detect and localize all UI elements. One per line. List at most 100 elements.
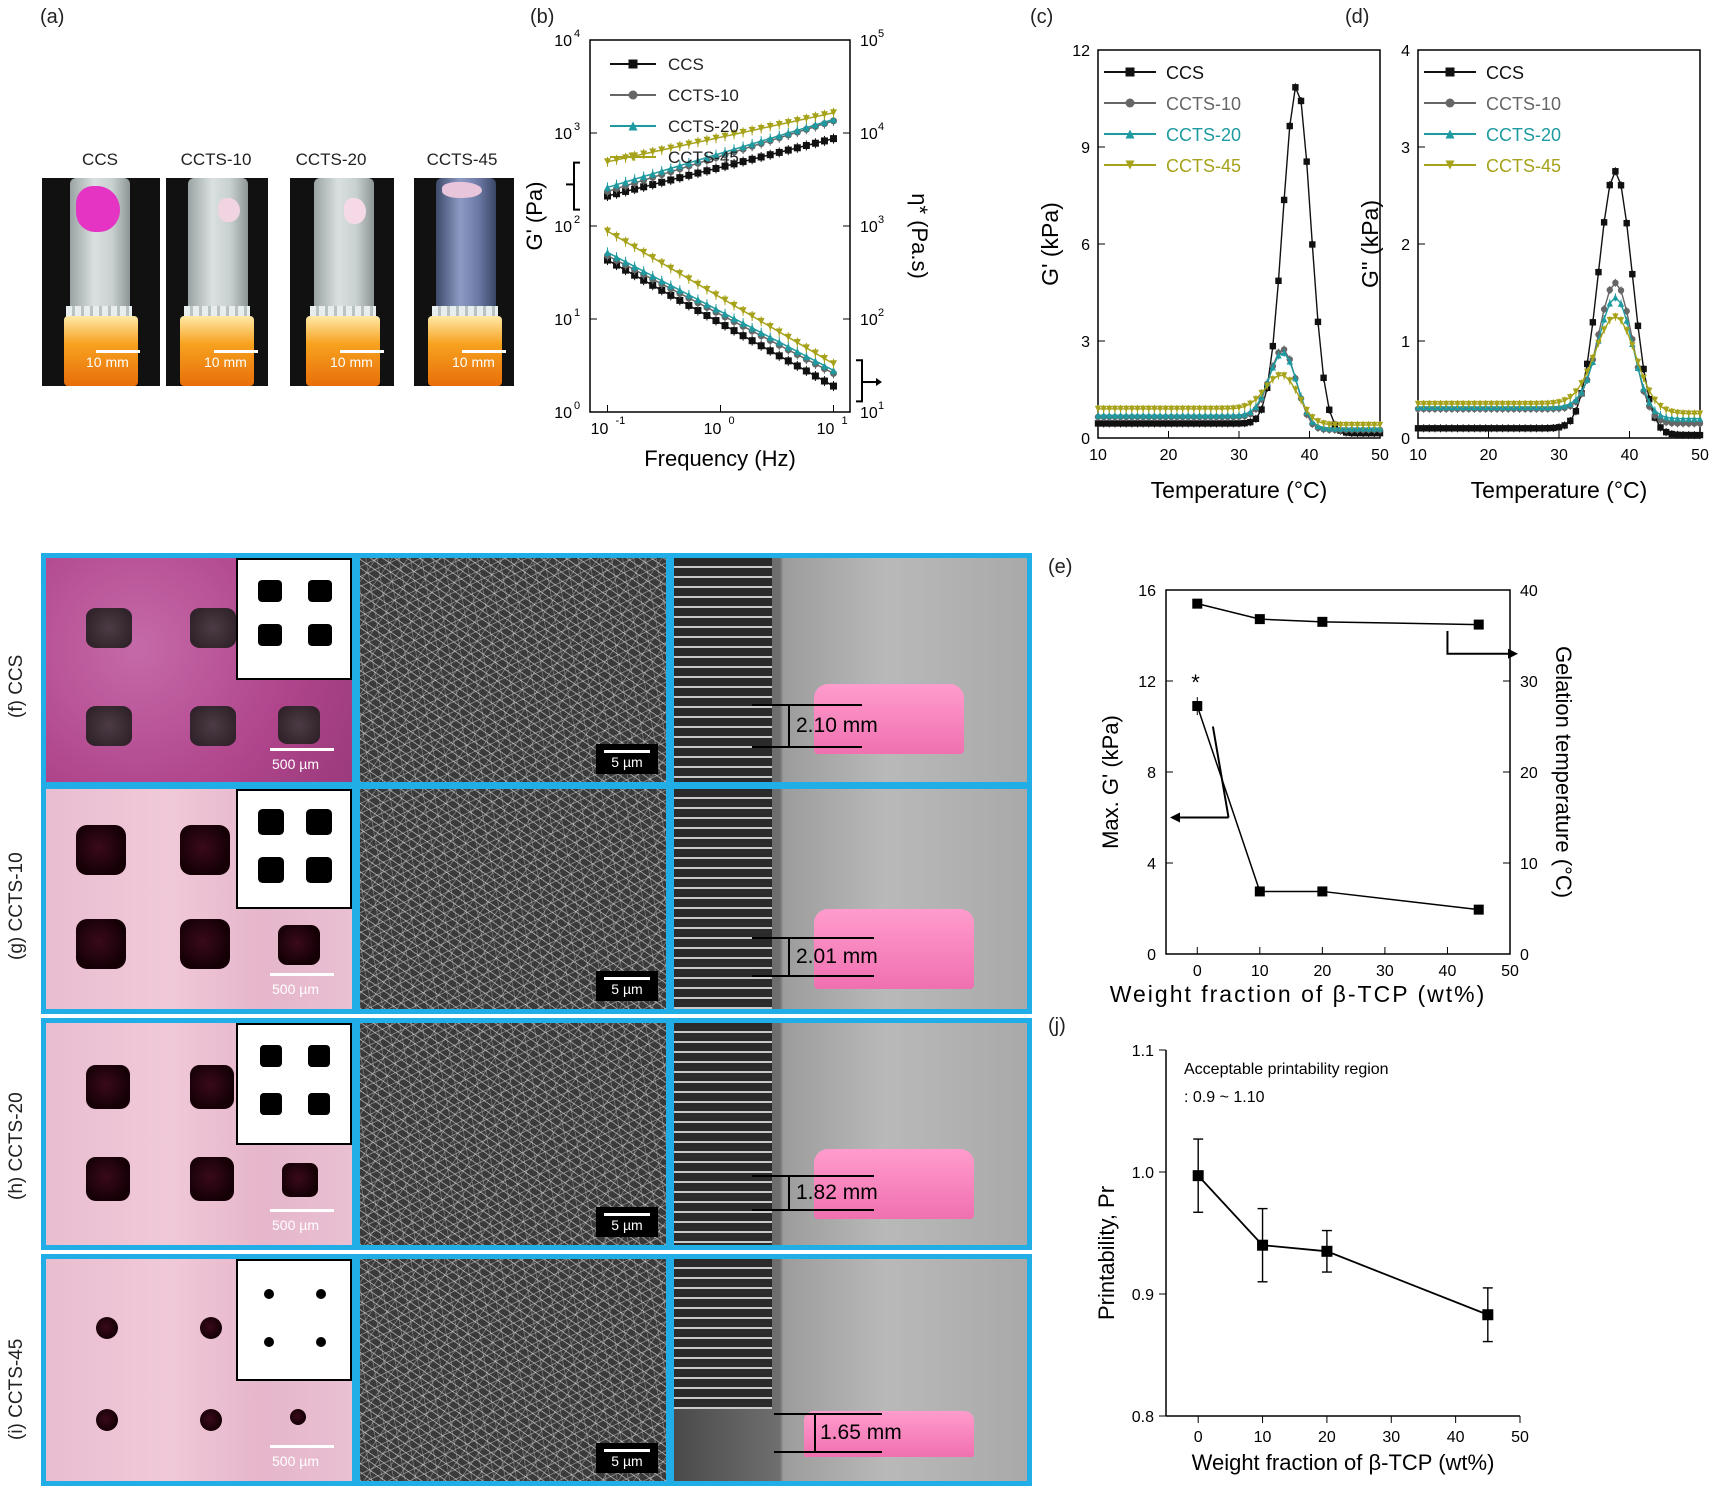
y2-tick-label: 10 xyxy=(860,33,878,50)
y-tick-label: 8 xyxy=(1147,765,1156,782)
vial-scale-ccts45: 10 mm xyxy=(452,354,495,370)
side-view-f: 2.10 mm xyxy=(674,558,1027,782)
x-tick-label: 10 xyxy=(704,421,722,438)
micro-scale-g: 500 µm xyxy=(272,981,319,997)
data-point xyxy=(604,183,612,191)
row-i: 500 µm 5 µm 1.65 mm xyxy=(41,1254,1032,1486)
series-line-ccts-45-left xyxy=(607,112,834,163)
x-tick-exp: 0 xyxy=(728,415,734,427)
legend-label: CCTS-10 xyxy=(1486,94,1561,114)
y-tick-label: 2 xyxy=(1401,237,1410,254)
micrograph-i: 500 µm xyxy=(46,1259,352,1481)
significance-marker: * xyxy=(1191,670,1200,695)
pore-pattern-inset xyxy=(236,789,352,909)
x-tick-label: 50 xyxy=(1501,963,1519,980)
legend-label: CCS xyxy=(668,55,704,74)
series-line-ccts-20-left xyxy=(607,118,834,189)
sem-scale-i: 5 µm xyxy=(611,1453,643,1469)
y2-tick-label: 10 xyxy=(860,126,878,143)
gel-blob xyxy=(76,186,120,232)
vial-scale-ccts20: 10 mm xyxy=(330,354,373,370)
y-tick-label: 10 xyxy=(554,126,572,143)
y-axis-label: G'' (kPa) xyxy=(1357,200,1383,288)
vial-photo-ccts45: 10 mm xyxy=(414,178,514,386)
vial-photo-ccts10: 10 mm xyxy=(166,178,268,386)
y-axis-label: G' (kPa) xyxy=(1037,202,1063,286)
x-tick-exp: 1 xyxy=(841,415,847,427)
y2-tick-label: 0 xyxy=(1520,947,1529,964)
sem-scale-f: 5 µm xyxy=(611,754,643,770)
x-tick-label: 30 xyxy=(1376,963,1394,980)
x-tick-label: 10 xyxy=(1089,447,1107,464)
series-line-max-g xyxy=(1196,705,1479,911)
series-line-ccts-20-right xyxy=(607,251,834,372)
arrow-stem-left xyxy=(1211,726,1230,818)
y-tick-label: 3 xyxy=(1401,140,1410,157)
y-tick-label: 0.8 xyxy=(1132,1409,1154,1426)
micrograph-h: 500 µm xyxy=(46,1023,352,1245)
chart-b: 10 -1 10 0 10 110 010 110 210 310 410 110 210 310 410 5… xyxy=(522,28,932,471)
legend-label: CCTS-45 xyxy=(668,148,739,167)
vial-photo-ccs: 10 mm xyxy=(42,178,160,386)
row-label-h: (h) CCTS-20 xyxy=(6,1092,27,1200)
arrow-to-right-axis xyxy=(1446,630,1512,655)
chart-j: 0 10 20 30 40 50 0.8 0.9 1.0 1.1 Weight fraction o… xyxy=(1094,1043,1529,1475)
x-axis-label: Temperature (°C) xyxy=(1151,477,1328,503)
chart-c: 10 20 30 40 50 0 3 6 9 12 Temperature (°C) G' (kPa)… xyxy=(1037,43,1389,503)
data-point xyxy=(1192,598,1203,609)
y-tick-label: 12 xyxy=(1138,674,1156,691)
y2-tick-label: 20 xyxy=(1520,765,1538,782)
data-point xyxy=(1317,886,1328,897)
legend-label: CCTS-10 xyxy=(668,86,739,105)
sem-image-f: 5 µm xyxy=(360,558,666,782)
sem-scale-h: 5 µm xyxy=(611,1217,643,1233)
data-point xyxy=(1696,415,1704,422)
data-point xyxy=(1696,431,1704,439)
series-line-ccts-20 xyxy=(1418,296,1701,420)
pore-pattern-inset xyxy=(236,558,352,680)
legend-label: CCTS-20 xyxy=(1166,125,1241,145)
x-tick-exp: -1 xyxy=(616,415,626,427)
x-tick-label: 0 xyxy=(1194,1429,1203,1446)
x-tick-label: 30 xyxy=(1230,447,1248,464)
x-tick-label: 10 xyxy=(817,421,835,438)
gel-blob xyxy=(442,182,482,198)
x-tick-label: 30 xyxy=(1550,447,1568,464)
vial-scale-ccts10: 10 mm xyxy=(204,354,247,370)
y-tick-exp: 0 xyxy=(574,400,580,412)
legend-marker xyxy=(1445,67,1455,77)
y2-tick-exp: 5 xyxy=(878,28,884,40)
y-tick-label: 10 xyxy=(554,405,572,422)
y2-tick-label: 10 xyxy=(860,312,878,329)
y-tick-label: 1 xyxy=(1401,334,1410,351)
y-tick-label: 3 xyxy=(1081,334,1090,351)
y-tick-label: 10 xyxy=(554,33,572,50)
x-tick-label: 20 xyxy=(1318,1429,1336,1446)
row-g: 500 µm 5 µm 2.01 mm xyxy=(41,784,1032,1014)
y-axis-label: Printability, Pr xyxy=(1094,1186,1119,1320)
series-line-gelation-temp xyxy=(1197,602,1479,626)
legend-marker xyxy=(628,121,638,131)
sem-image-g: 5 µm xyxy=(360,789,666,1009)
y-tick-exp: 4 xyxy=(574,28,580,40)
series-line-ccts-45 xyxy=(1418,315,1701,415)
x-axis-label: Temperature (°C) xyxy=(1471,477,1648,503)
sem-image-i: 5 µm xyxy=(360,1259,666,1481)
y-tick-exp: 1 xyxy=(574,307,580,319)
series-line-ccts-45-right xyxy=(607,230,834,365)
series-line-ccs-left xyxy=(607,137,834,197)
x-tick-label: 20 xyxy=(1160,447,1178,464)
panel-label-j: (j) xyxy=(1048,1015,1066,1037)
vial-label-ccts45: CCTS-45 xyxy=(426,150,498,169)
x-tick-label: 10 xyxy=(591,421,609,438)
side-view-h: 1.82 mm xyxy=(674,1023,1027,1245)
series-line-ccs xyxy=(1418,169,1701,436)
x-tick-label: 40 xyxy=(1439,963,1457,980)
x-axis-label: Weight fraction of β-TCP (wt%) xyxy=(1110,981,1487,1007)
legend-marker xyxy=(628,59,638,69)
legend-marker xyxy=(1445,98,1455,108)
y2-tick-label: 40 xyxy=(1520,583,1538,600)
data-point xyxy=(1473,619,1484,630)
side-view-i: 1.65 mm xyxy=(674,1259,1027,1481)
